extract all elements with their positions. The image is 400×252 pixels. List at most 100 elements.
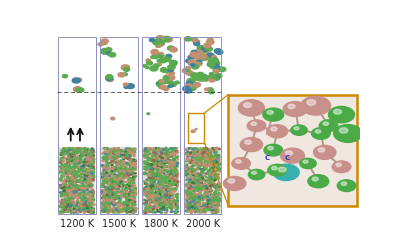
Circle shape xyxy=(112,179,113,180)
Circle shape xyxy=(92,155,94,156)
Circle shape xyxy=(82,170,83,171)
Circle shape xyxy=(66,186,67,187)
Circle shape xyxy=(126,202,128,203)
Circle shape xyxy=(201,182,202,183)
Circle shape xyxy=(168,183,170,184)
Circle shape xyxy=(193,173,194,174)
Circle shape xyxy=(130,194,132,195)
Circle shape xyxy=(209,189,210,190)
Circle shape xyxy=(193,206,194,207)
Circle shape xyxy=(168,177,170,178)
Circle shape xyxy=(104,186,106,187)
Circle shape xyxy=(124,170,126,171)
Circle shape xyxy=(130,152,131,153)
Circle shape xyxy=(192,161,194,162)
Circle shape xyxy=(73,166,75,167)
Circle shape xyxy=(152,152,154,153)
Circle shape xyxy=(126,163,128,164)
Circle shape xyxy=(70,159,72,160)
Circle shape xyxy=(273,165,299,181)
Circle shape xyxy=(198,180,200,181)
Circle shape xyxy=(170,152,172,153)
Circle shape xyxy=(89,151,91,152)
Circle shape xyxy=(215,165,217,166)
Circle shape xyxy=(124,84,128,86)
Circle shape xyxy=(186,199,188,200)
Circle shape xyxy=(146,151,148,153)
Circle shape xyxy=(315,130,321,134)
Circle shape xyxy=(186,210,188,211)
Circle shape xyxy=(130,189,132,190)
Circle shape xyxy=(110,152,111,154)
Circle shape xyxy=(152,184,154,185)
Circle shape xyxy=(81,177,82,178)
Circle shape xyxy=(153,163,155,165)
Circle shape xyxy=(175,174,178,176)
Circle shape xyxy=(170,149,172,150)
Circle shape xyxy=(205,154,207,155)
Circle shape xyxy=(68,155,70,156)
Circle shape xyxy=(76,208,78,210)
Circle shape xyxy=(213,203,215,204)
Circle shape xyxy=(150,208,151,209)
Circle shape xyxy=(123,172,124,173)
Circle shape xyxy=(157,178,159,180)
Circle shape xyxy=(68,205,70,206)
Circle shape xyxy=(108,210,110,211)
Circle shape xyxy=(195,155,197,156)
Circle shape xyxy=(196,211,198,213)
Circle shape xyxy=(64,190,66,191)
Circle shape xyxy=(208,163,209,164)
Circle shape xyxy=(87,172,88,173)
Circle shape xyxy=(90,176,92,178)
Circle shape xyxy=(132,179,134,180)
Circle shape xyxy=(82,206,84,207)
Circle shape xyxy=(102,186,104,187)
Circle shape xyxy=(159,181,161,182)
Circle shape xyxy=(134,149,136,150)
Circle shape xyxy=(115,187,117,189)
Circle shape xyxy=(118,73,125,78)
Circle shape xyxy=(123,209,125,211)
Circle shape xyxy=(92,180,94,181)
Circle shape xyxy=(148,159,150,161)
Circle shape xyxy=(72,191,74,192)
Circle shape xyxy=(79,170,81,171)
Circle shape xyxy=(216,208,218,209)
Circle shape xyxy=(148,170,150,171)
Circle shape xyxy=(106,167,108,169)
Circle shape xyxy=(191,182,193,183)
Circle shape xyxy=(151,211,152,212)
Circle shape xyxy=(209,210,211,211)
Circle shape xyxy=(202,166,204,167)
Circle shape xyxy=(167,154,169,155)
Circle shape xyxy=(215,193,217,194)
Circle shape xyxy=(200,184,201,185)
Circle shape xyxy=(161,175,162,177)
Circle shape xyxy=(103,210,104,211)
Circle shape xyxy=(89,173,90,174)
Circle shape xyxy=(104,154,106,155)
Circle shape xyxy=(172,151,174,152)
Circle shape xyxy=(111,149,112,151)
Circle shape xyxy=(188,172,190,173)
Circle shape xyxy=(173,183,175,184)
Circle shape xyxy=(84,203,86,204)
Circle shape xyxy=(197,180,199,181)
Circle shape xyxy=(214,201,216,202)
Circle shape xyxy=(149,166,150,167)
Circle shape xyxy=(247,120,266,132)
Circle shape xyxy=(217,185,219,187)
Circle shape xyxy=(172,181,174,182)
Circle shape xyxy=(91,162,93,163)
Circle shape xyxy=(162,172,164,173)
Circle shape xyxy=(106,159,108,161)
Circle shape xyxy=(128,204,130,205)
Circle shape xyxy=(108,181,110,182)
Circle shape xyxy=(61,164,63,165)
Circle shape xyxy=(60,155,62,156)
Circle shape xyxy=(111,164,112,165)
Circle shape xyxy=(118,211,121,213)
Circle shape xyxy=(153,41,160,46)
Circle shape xyxy=(150,195,152,196)
